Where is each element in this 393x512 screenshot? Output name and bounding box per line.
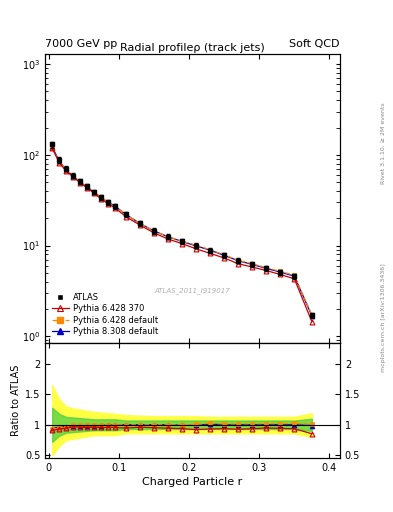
Text: 7000 GeV pp: 7000 GeV pp xyxy=(45,38,118,49)
Legend: ATLAS, Pythia 6.428 370, Pythia 6.428 default, Pythia 8.308 default: ATLAS, Pythia 6.428 370, Pythia 6.428 de… xyxy=(50,290,160,338)
Text: Soft QCD: Soft QCD xyxy=(290,38,340,49)
Y-axis label: Ratio to ATLAS: Ratio to ATLAS xyxy=(11,365,21,436)
Text: Rivet 3.1.10, ≥ 2M events: Rivet 3.1.10, ≥ 2M events xyxy=(381,102,386,184)
Text: ATLAS_2011_I919017: ATLAS_2011_I919017 xyxy=(155,287,230,294)
Text: mcplots.cern.ch [arXiv:1306.3436]: mcplots.cern.ch [arXiv:1306.3436] xyxy=(381,263,386,372)
X-axis label: Charged Particle r: Charged Particle r xyxy=(142,477,243,487)
Title: Radial profileρ (track jets): Radial profileρ (track jets) xyxy=(120,43,265,53)
